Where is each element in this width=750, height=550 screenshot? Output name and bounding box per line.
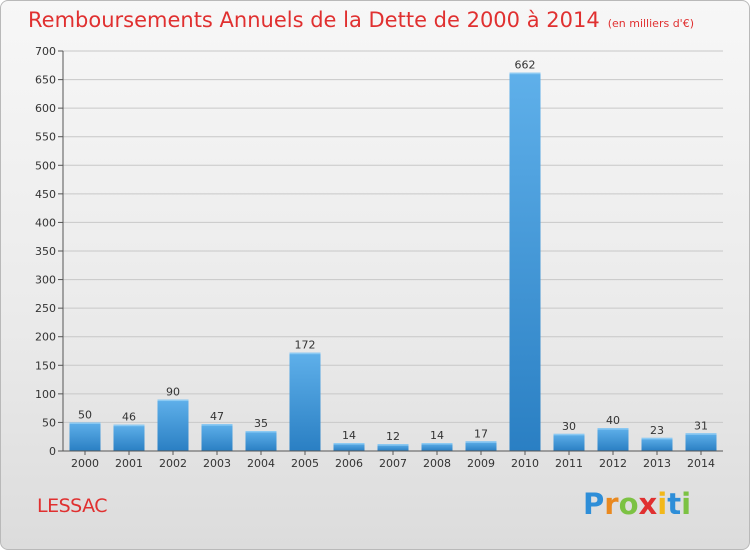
y-tick-label: 100	[35, 388, 56, 401]
x-tick-label: 2009	[467, 457, 495, 470]
commune-name: LESSAC	[37, 495, 108, 517]
x-tick-label: 2013	[643, 457, 671, 470]
bar-value-label: 12	[386, 430, 400, 443]
logo-letter: i	[657, 487, 668, 521]
bar	[157, 399, 189, 451]
bar-highlight	[421, 443, 453, 445]
bar	[641, 437, 673, 451]
bar-value-label: 30	[562, 420, 576, 433]
logo-letter: t	[667, 487, 682, 521]
y-tick-label: 200	[35, 331, 56, 344]
bar-highlight	[641, 437, 673, 440]
y-tick-label: 600	[35, 102, 56, 115]
x-tick-label: 2011	[555, 457, 583, 470]
bar-value-label: 172	[295, 339, 316, 352]
bar-highlight	[377, 444, 409, 446]
bar	[597, 428, 629, 451]
chart-title-text: Remboursements Annuels de la Dette de 20…	[28, 8, 600, 32]
bar-highlight	[157, 399, 189, 402]
x-tick-label: 2007	[379, 457, 407, 470]
bar-highlight	[685, 433, 717, 435]
y-tick-label: 50	[42, 416, 56, 429]
bar-value-label: 662	[515, 59, 536, 72]
x-tick-label: 2005	[291, 457, 319, 470]
bar	[333, 443, 365, 451]
bar-value-label: 35	[254, 417, 268, 430]
chart-subtitle: (en milliers d'€)	[607, 17, 694, 30]
x-tick-label: 2014	[687, 457, 715, 470]
bar	[553, 433, 585, 451]
bar	[113, 424, 145, 451]
bar	[421, 443, 453, 451]
proxiti-logo: Proxiti	[583, 487, 691, 521]
bar	[245, 431, 277, 451]
bar-highlight	[509, 72, 541, 75]
bar-highlight	[289, 352, 321, 355]
y-tick-label: 400	[35, 216, 56, 229]
x-tick-label: 2012	[599, 457, 627, 470]
y-tick-label: 250	[35, 302, 56, 315]
y-tick-label: 300	[35, 274, 56, 287]
y-tick-label: 650	[35, 74, 56, 87]
logo-letter: o	[618, 487, 639, 521]
bar-highlight	[201, 424, 233, 426]
bar-value-label: 46	[122, 411, 136, 424]
bar-value-label: 47	[210, 410, 224, 423]
x-tick-label: 2000	[71, 457, 99, 470]
y-tick-label: 450	[35, 188, 56, 201]
x-tick-label: 2003	[203, 457, 231, 470]
bar-highlight	[69, 422, 101, 424]
x-tick-label: 2004	[247, 457, 275, 470]
bar-value-label: 31	[694, 419, 708, 432]
bar	[509, 72, 541, 451]
bar	[685, 433, 717, 451]
bar	[289, 352, 321, 451]
x-tick-label: 2006	[335, 457, 363, 470]
bar	[201, 424, 233, 451]
y-tick-label: 0	[49, 445, 56, 458]
bar	[465, 441, 497, 451]
x-tick-label: 2008	[423, 457, 451, 470]
y-tick-label: 350	[35, 245, 56, 258]
bar-value-label: 40	[606, 414, 620, 427]
bar-value-label: 23	[650, 424, 664, 437]
logo-letter: i	[681, 487, 692, 521]
bar-value-label: 90	[166, 386, 180, 399]
chart-title: Remboursements Annuels de la Dette de 20…	[28, 8, 694, 32]
y-tick-label: 150	[35, 359, 56, 372]
y-tick-label: 500	[35, 159, 56, 172]
bar-value-label: 50	[78, 408, 92, 421]
bar-value-label: 14	[430, 429, 444, 442]
bar-highlight	[113, 424, 145, 427]
y-tick-label: 700	[35, 45, 56, 58]
bar-highlight	[333, 443, 365, 445]
y-tick-label: 550	[35, 131, 56, 144]
x-tick-label: 2002	[159, 457, 187, 470]
bar-value-label: 17	[474, 427, 488, 440]
logo-letter: r	[604, 487, 619, 521]
logo-letter: x	[638, 487, 658, 521]
x-tick-label: 2001	[115, 457, 143, 470]
bar-highlight	[465, 441, 497, 443]
logo-letter: P	[583, 487, 605, 521]
x-tick-label: 2010	[511, 457, 539, 470]
bar-highlight	[553, 433, 585, 436]
bar	[69, 422, 101, 451]
bar-highlight	[245, 431, 277, 433]
bar-value-label: 14	[342, 429, 356, 442]
bar	[377, 444, 409, 451]
bar-highlight	[597, 428, 629, 430]
